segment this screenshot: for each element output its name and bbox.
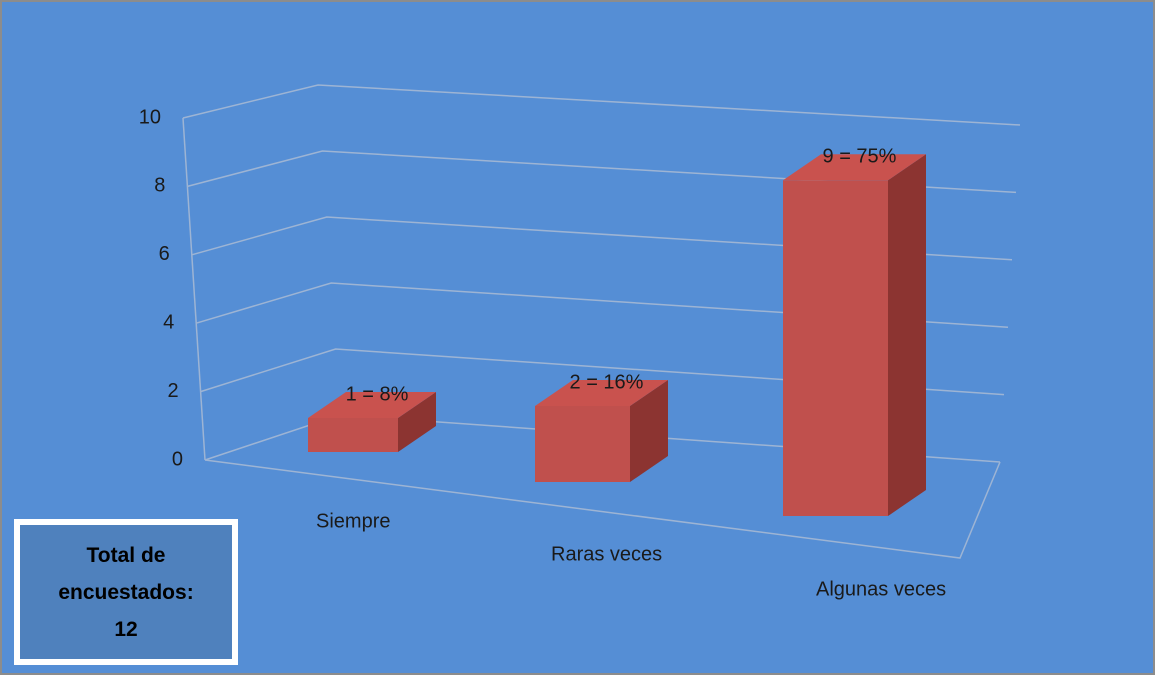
grid-line bbox=[187, 150, 1017, 194]
bar bbox=[308, 418, 398, 452]
bar-side bbox=[398, 392, 436, 452]
y-tick-label: 6 bbox=[159, 243, 170, 265]
data-label: 9 = 75% bbox=[823, 146, 897, 168]
bar bbox=[783, 180, 888, 517]
y-tick-label: 4 bbox=[163, 311, 174, 333]
y-tick-label: 10 bbox=[139, 106, 161, 128]
grid-line bbox=[182, 84, 1021, 126]
floor-edge bbox=[204, 459, 1001, 559]
bar-top bbox=[308, 392, 436, 418]
y-tick-label: 0 bbox=[172, 448, 183, 470]
bar bbox=[535, 406, 630, 482]
bar-side bbox=[630, 380, 668, 482]
grid-line bbox=[200, 348, 1005, 396]
y-tick-label: 8 bbox=[154, 175, 165, 197]
x-tick-label: Raras veces bbox=[551, 543, 662, 565]
data-label: 2 = 16% bbox=[570, 371, 644, 393]
bar-top bbox=[535, 380, 668, 406]
data-label: 1 = 8% bbox=[346, 383, 409, 405]
y-tick-label: 2 bbox=[167, 380, 178, 402]
y-axis bbox=[182, 117, 206, 461]
bar-side bbox=[888, 154, 926, 517]
bar-top bbox=[783, 154, 926, 181]
grid-line bbox=[195, 282, 1009, 328]
x-tick-label: Algunas veces bbox=[816, 578, 946, 600]
x-tick-label: Siempre bbox=[316, 510, 390, 532]
annotation: Total de encuestados: 12 bbox=[14, 519, 238, 665]
